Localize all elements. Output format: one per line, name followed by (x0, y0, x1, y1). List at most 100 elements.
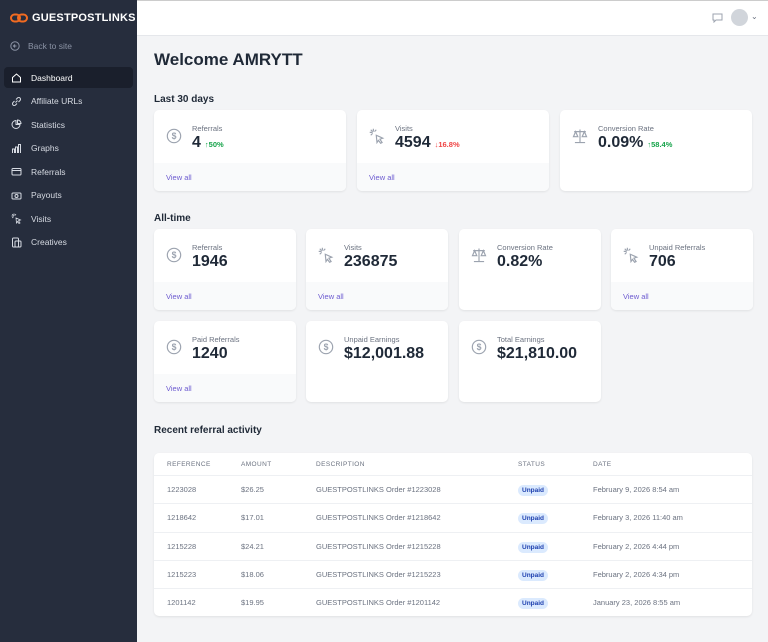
table-cell: $17.01 (241, 513, 264, 523)
image-icon (12, 237, 22, 247)
svg-text:$: $ (324, 342, 329, 352)
recent-referrals-table: REFERENCE AMOUNT DESCRIPTION STATUS DATE 122… (154, 453, 752, 616)
table-cell: $24.21 (241, 541, 264, 551)
stat-value: 0.82% (497, 253, 543, 270)
table-cell: GUESTPOSTLINKS Order #1215228 (316, 541, 441, 551)
column-header: REFERENCE (167, 460, 211, 468)
stat-card-visits: Visits 4594 ↓16.8% View all (357, 110, 549, 191)
stat-label: Total Earnings (497, 335, 545, 344)
svg-text:$: $ (172, 250, 177, 260)
status-badge: Unpaid (518, 541, 549, 553)
sidebar-item-affiliate-urls[interactable]: Affiliate URLs (4, 91, 133, 112)
stat-value: $21,810.00 (497, 345, 578, 362)
table-cell: 1201142 (167, 598, 196, 608)
link-icon (12, 96, 21, 106)
table-cell: February 3, 2026 11:40 am (593, 513, 683, 523)
stat-card-total-earnings: $ Total Earnings $21,810.00 (459, 321, 601, 402)
table-cell: February 2, 2026 4:34 pm (593, 570, 680, 580)
table-row[interactable]: 1218642 $17.01 GUESTPOSTLINKS Order #12186… (154, 503, 752, 531)
table-row[interactable]: 1223028 $26.25 GUESTPOSTLINKS Order #12230… (154, 475, 752, 503)
stat-card-unpaid-earnings: $ Unpaid Earnings $12,001.88 (306, 321, 448, 402)
brand-name: GUESTPOSTLINKS (32, 12, 136, 24)
cursor-click-icon (623, 247, 639, 264)
stat-card-referrals: $ Referrals 1946 View all (154, 229, 296, 310)
sidebar: GUESTPOSTLINKS Back to site Dashboard Aff… (0, 0, 137, 642)
chat-icon[interactable] (712, 13, 723, 23)
column-header: STATUS (518, 460, 546, 468)
column-header: DESCRIPTION (316, 460, 365, 468)
sidebar-item-label: Visits (31, 213, 52, 224)
table-cell: $19.95 (241, 598, 264, 608)
card-footer: View all (154, 163, 346, 191)
stat-value: $12,001.88 (344, 345, 425, 362)
cursor-click-icon (11, 213, 22, 224)
sidebar-nav: Dashboard Affiliate URLs Statistics Graphs R… (4, 67, 133, 255)
chain-logo-icon (10, 13, 28, 23)
sidebar-item-payouts[interactable]: Payouts (4, 185, 133, 206)
column-header: AMOUNT (241, 460, 272, 468)
view-all-link[interactable]: View all (166, 173, 192, 182)
stat-card-unpaid-referrals: Unpaid Referrals 706 View all (611, 229, 753, 310)
svg-text:$: $ (477, 342, 482, 352)
sidebar-item-dashboard[interactable]: Dashboard (4, 67, 133, 88)
section-title-all-time: All-time (154, 213, 191, 224)
change-indicator: ↑50% (204, 140, 224, 149)
stat-label: Conversion Rate (598, 124, 654, 133)
view-all-link[interactable]: View all (369, 173, 395, 182)
stat-card-visits: Visits 236875 View all (306, 229, 448, 310)
svg-text:$: $ (172, 342, 177, 352)
card-footer: View all (306, 282, 448, 310)
table-cell: February 2, 2026 4:44 pm (593, 541, 680, 551)
sidebar-item-creatives[interactable]: Creatives (4, 232, 133, 253)
table-cell: 1215223 (167, 570, 197, 580)
dollar-icon: $ (318, 339, 334, 355)
card-footer: View all (154, 282, 296, 310)
table-cell: $26.25 (241, 485, 264, 495)
scale-icon (572, 129, 588, 144)
status-badge: Unpaid (518, 598, 549, 610)
stat-value: 1946 (192, 253, 228, 270)
stat-card-conversion-rate: Conversion Rate 0.82% (459, 229, 601, 310)
logo[interactable]: GUESTPOSTLINKS (10, 12, 136, 24)
table-cell: $18.06 (241, 570, 264, 580)
table-cell: 1223028 (167, 485, 197, 495)
sidebar-item-graphs[interactable]: Graphs (4, 138, 133, 159)
table-cell: February 9, 2026 8:54 am (593, 485, 680, 495)
status-badge: Unpaid (518, 485, 549, 497)
chevron-down-icon[interactable]: ⌄ (751, 12, 758, 21)
table-row[interactable]: 1215228 $24.21 GUESTPOSTLINKS Order #12152… (154, 531, 752, 560)
stat-label: Visits (395, 124, 413, 133)
sidebar-item-label: Graphs (31, 143, 59, 153)
dollar-icon: $ (166, 247, 182, 263)
sidebar-item-label: Affiliate URLs (31, 96, 83, 106)
stat-value: 0.09% ↑58.4% (598, 134, 673, 151)
change-indicator: ↓16.8% (434, 140, 460, 149)
dollar-icon: $ (471, 339, 487, 355)
table-row[interactable]: 1201142 $19.95 GUESTPOSTLINKS Order #12011… (154, 588, 752, 616)
avatar[interactable] (731, 9, 748, 26)
stat-label: Unpaid Referrals (649, 243, 706, 252)
table-row[interactable]: 1215223 $18.06 GUESTPOSTLINKS Order #12152… (154, 559, 752, 588)
table-cell: 1215228 (167, 541, 197, 551)
stat-value: 706 (649, 253, 676, 270)
stat-value: 4594 ↓16.8% (395, 134, 460, 151)
table-cell: January 23, 2026 8:55 am (593, 598, 681, 608)
stat-label: Referrals (192, 243, 223, 252)
stat-value: 4 ↑50% (192, 134, 224, 151)
section-title-last-30: Last 30 days (154, 94, 215, 105)
column-header: DATE (593, 460, 612, 468)
view-all-link[interactable]: View all (318, 292, 344, 301)
card-footer: View all (154, 374, 296, 402)
view-all-link[interactable]: View all (166, 384, 192, 393)
stat-card-conversion-rate: Conversion Rate 0.09% ↑58.4% (560, 110, 752, 191)
sidebar-item-label: Referrals (31, 166, 66, 177)
sidebar-item-statistics[interactable]: Statistics (4, 114, 133, 135)
sidebar-item-visits[interactable]: Visits (4, 208, 133, 229)
cursor-click-icon (318, 247, 334, 264)
view-all-link[interactable]: View all (166, 292, 192, 301)
view-all-link[interactable]: View all (623, 292, 649, 301)
table-cell: GUESTPOSTLINKS Order #1215223 (316, 570, 441, 580)
sidebar-item-referrals[interactable]: Referrals (4, 161, 133, 182)
back-to-site-link[interactable]: Back to site (10, 41, 72, 51)
svg-text:$: $ (172, 131, 177, 141)
